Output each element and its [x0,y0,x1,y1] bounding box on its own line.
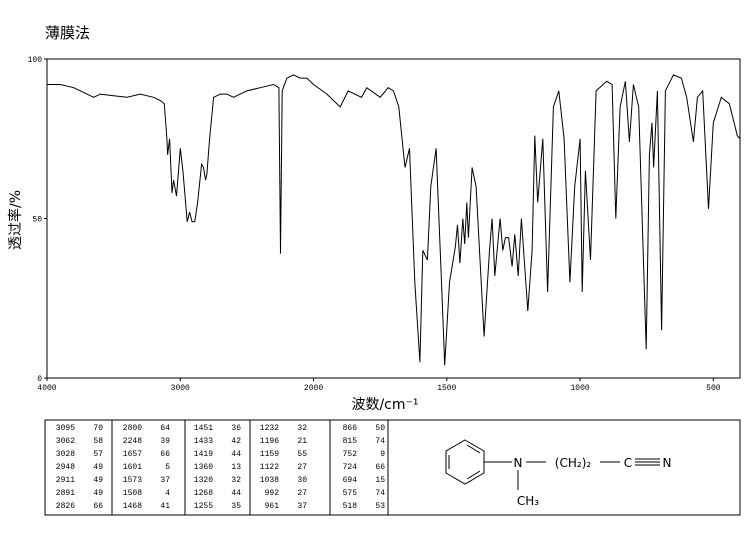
peak-wavenumber: 2891 [56,489,75,498]
y-tick-label: 50 [32,216,42,225]
peak-wavenumber: 1159 [260,450,279,459]
peak-transmittance: 53 [375,502,385,511]
peak-transmittance: 41 [160,502,170,511]
peak-transmittance: 74 [375,489,385,498]
x-tick-label: 3000 [171,384,190,393]
peak-wavenumber: 1255 [194,502,213,511]
peak-transmittance: 32 [297,424,307,433]
y-tick-label: 100 [28,56,43,65]
peak-wavenumber: 724 [343,463,358,472]
peak-transmittance: 27 [297,489,307,498]
peak-wavenumber: 1657 [123,450,142,459]
peak-wavenumber: 1360 [194,463,213,472]
peak-transmittance: 27 [297,463,307,472]
peak-wavenumber: 1573 [123,476,142,485]
peak-wavenumber: 694 [343,476,358,485]
y-axis-label: 透过率/% [7,190,24,250]
x-tick-label: 1000 [570,384,589,393]
peak-transmittance: 9 [380,450,385,459]
peak-transmittance: 58 [93,437,103,446]
peak-wavenumber: 575 [343,489,358,498]
peak-transmittance: 13 [231,463,241,472]
table-frame [44,419,741,516]
spectrum-line [47,74,741,366]
peak-transmittance: 37 [297,502,307,511]
bond [466,470,481,480]
peak-wavenumber: 1601 [123,463,142,472]
peak-transmittance: 15 [375,476,385,485]
peak-transmittance: 55 [297,450,307,459]
peak-wavenumber: 3062 [56,437,75,446]
peak-transmittance: 36 [231,424,241,433]
peak-wavenumber: 1122 [260,463,279,472]
peak-transmittance: 64 [160,424,170,433]
peak-wavenumber: 866 [343,424,358,433]
peak-wavenumber: 992 [265,489,280,498]
peak-wavenumber: 961 [265,502,280,511]
peak-wavenumber: 1468 [123,502,142,511]
peak-wavenumber: 2826 [56,502,75,511]
atom-label: (CH₂)₂ [555,456,592,470]
peak-transmittance: 30 [297,476,307,485]
peak-transmittance: 4 [165,489,170,498]
peak-wavenumber: 1433 [194,437,213,446]
peak-wavenumber: 2248 [123,437,142,446]
peak-transmittance: 42 [231,437,241,446]
peak-transmittance: 49 [93,463,103,472]
peak-wavenumber: 1232 [260,424,279,433]
peak-transmittance: 39 [160,437,170,446]
peak-wavenumber: 1268 [194,489,213,498]
peak-transmittance: 50 [375,424,385,433]
peak-wavenumber: 1320 [194,476,213,485]
peak-wavenumber: 2948 [56,463,75,472]
peak-transmittance: 32 [231,476,241,485]
peak-transmittance: 49 [93,489,103,498]
peak-wavenumber: 815 [343,437,358,446]
peak-wavenumber: 1508 [123,489,142,498]
peak-transmittance: 44 [231,489,241,498]
peak-wavenumber: 1196 [260,437,279,446]
peak-transmittance: 5 [165,463,170,472]
peak-wavenumber: 3095 [56,424,75,433]
peak-transmittance: 66 [375,463,385,472]
peak-transmittance: 74 [375,437,385,446]
peak-wavenumber: 518 [343,502,358,511]
peak-transmittance: 57 [93,450,103,459]
y-tick-label: 0 [37,375,42,384]
peak-transmittance: 35 [231,502,241,511]
atom-label: N [663,456,672,470]
x-tick-label: 500 [706,384,721,393]
bond [466,444,481,454]
peak-transmittance: 66 [93,502,103,511]
peak-wavenumber: 752 [343,450,358,459]
chart-title: 薄膜法 [45,24,90,42]
peak-transmittance: 21 [297,437,307,446]
peak-transmittance: 49 [93,476,103,485]
x-tick-label: 4000 [37,384,56,393]
peak-wavenumber: 1419 [194,450,213,459]
atom-label: N [514,456,523,470]
plot-frame [46,58,741,379]
peak-transmittance: 44 [231,450,241,459]
atom-label: CH₃ [517,494,539,508]
structure [445,439,660,490]
peak-wavenumber: 1451 [194,424,213,433]
x-tick-label: 2000 [304,384,323,393]
x-axis-label: 波数/cm⁻¹ [351,397,418,413]
peak-transmittance: 37 [160,476,170,485]
benzene-ring [445,439,485,485]
x-tick-label: 1500 [437,384,456,393]
peak-wavenumber: 2800 [123,424,142,433]
peak-wavenumber: 2911 [56,476,75,485]
peak-wavenumber: 1038 [260,476,279,485]
peak-transmittance: 66 [160,450,170,459]
atom-label: C [624,456,632,470]
peak-transmittance: 70 [93,424,103,433]
peak-wavenumber: 3028 [56,450,75,459]
